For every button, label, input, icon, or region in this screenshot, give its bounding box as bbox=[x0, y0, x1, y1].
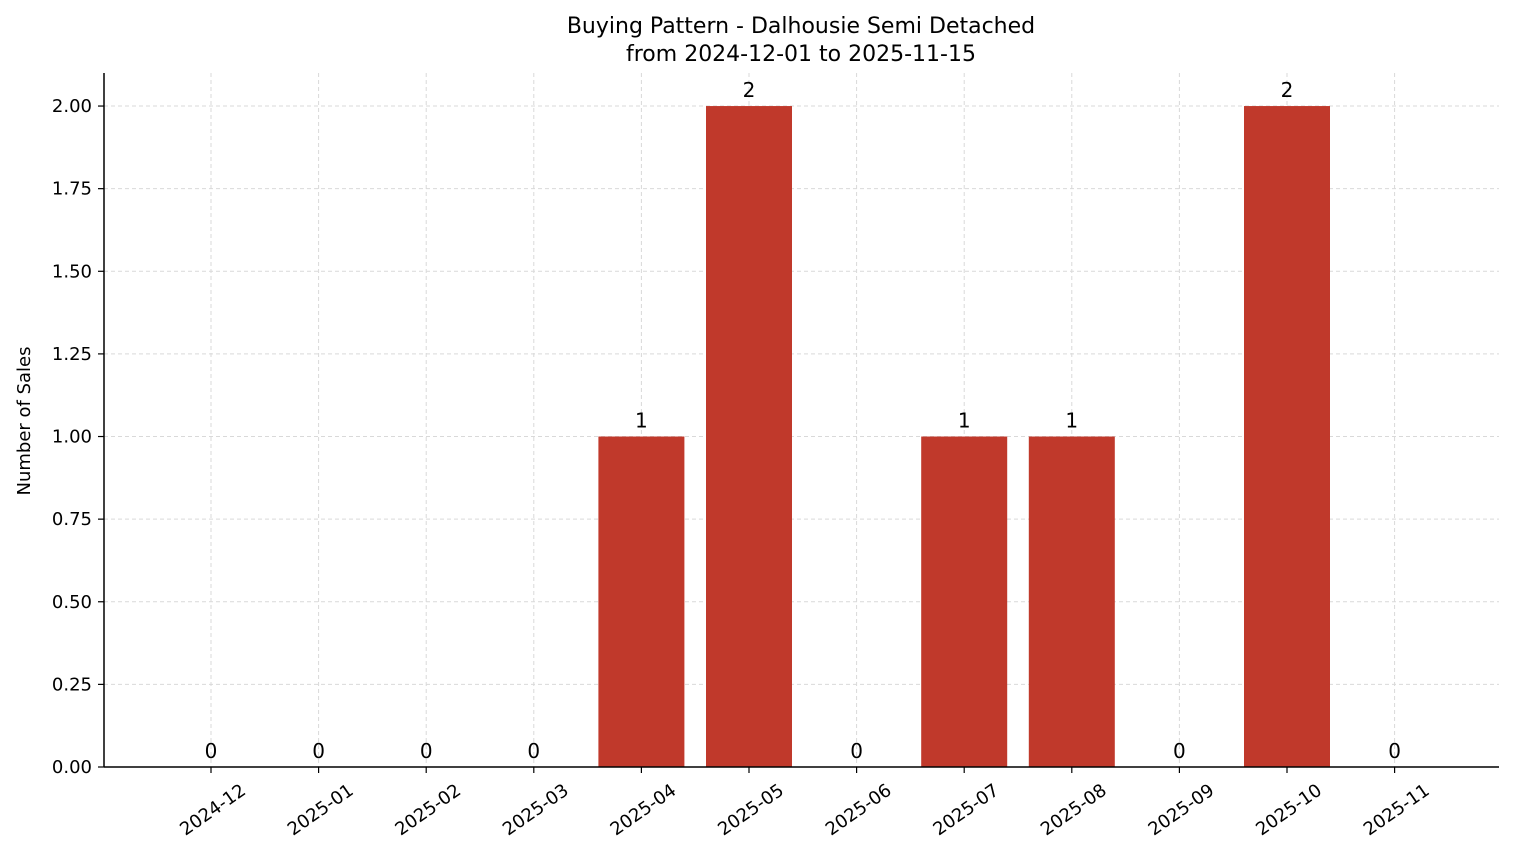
bar bbox=[1244, 106, 1330, 768]
x-tick-label: 2025-01 bbox=[284, 780, 358, 840]
x-tick-label: 2025-09 bbox=[1145, 780, 1219, 840]
x-tick-label: 2025-10 bbox=[1252, 780, 1326, 840]
bar bbox=[706, 106, 792, 768]
y-tick-label: 0.50 bbox=[52, 592, 92, 613]
bar-value-label: 0 bbox=[420, 739, 433, 763]
bar-value-label: 1 bbox=[1065, 409, 1078, 433]
y-tick-label: 1.00 bbox=[52, 427, 92, 448]
bar-value-label: 1 bbox=[635, 409, 648, 433]
bar-value-label: 1 bbox=[958, 409, 971, 433]
bar bbox=[1028, 436, 1115, 767]
y-tick-label: 1.50 bbox=[52, 261, 92, 282]
y-tick-label: 1.25 bbox=[52, 344, 92, 365]
y-tick-label: 0.00 bbox=[52, 757, 92, 778]
bar-value-label: 2 bbox=[743, 78, 756, 102]
value-labels: 0 0 0 0 1 2 0 1 1 0 2 0 bbox=[205, 78, 1401, 763]
bar-value-label: 0 bbox=[1173, 739, 1186, 763]
x-tick-label: 2025-06 bbox=[822, 780, 896, 840]
bars bbox=[598, 106, 1330, 768]
x-tick-label: 2025-03 bbox=[499, 780, 573, 840]
y-tick-label: 1.75 bbox=[52, 179, 92, 200]
x-tick-label: 2025-02 bbox=[391, 780, 465, 840]
bar-value-label: 0 bbox=[1388, 739, 1401, 763]
bar-value-label: 2 bbox=[1281, 78, 1294, 102]
bar-value-label: 0 bbox=[527, 739, 540, 763]
chart-title: Buying Pattern - Dalhousie Semi Detached bbox=[567, 14, 1035, 39]
x-tick-label: 2025-11 bbox=[1360, 780, 1434, 840]
y-tick-label: 0.75 bbox=[52, 509, 92, 530]
x-tick-label: 2025-07 bbox=[929, 780, 1003, 840]
bar-value-label: 0 bbox=[850, 739, 863, 763]
x-tick-label: 2025-08 bbox=[1037, 780, 1111, 840]
x-tick-label: 2025-04 bbox=[607, 780, 681, 840]
chart-subtitle: from 2024-12-01 to 2025-11-15 bbox=[626, 42, 976, 67]
bar-value-label: 0 bbox=[312, 739, 325, 763]
x-tick-label: 2024-12 bbox=[176, 780, 250, 840]
bar bbox=[921, 436, 1008, 767]
bar-value-label: 0 bbox=[205, 739, 218, 763]
y-tick-label: 2.00 bbox=[52, 96, 92, 117]
x-tick-label: 2025-05 bbox=[714, 780, 788, 840]
y-tick-label: 0.25 bbox=[52, 674, 92, 695]
y-axis-label: Number of Sales bbox=[14, 346, 35, 495]
bar bbox=[598, 436, 685, 767]
